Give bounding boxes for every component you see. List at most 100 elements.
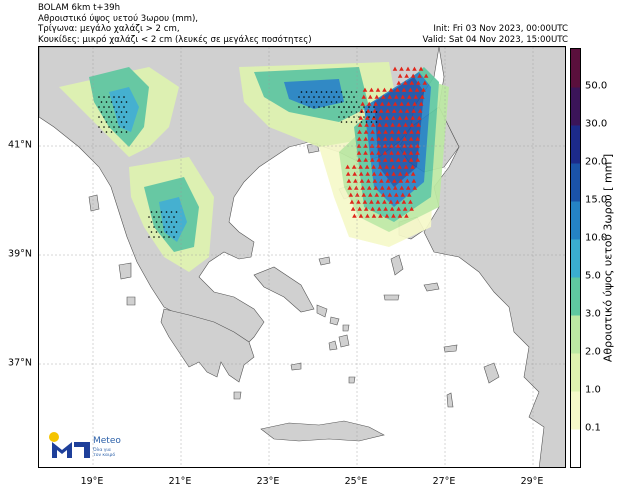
hail-small-dot: [103, 126, 105, 128]
hail-large-triangle: [359, 108, 364, 113]
hail-large-triangle: [415, 143, 420, 148]
hail-small-dot: [373, 116, 375, 118]
hail-large-triangle: [415, 136, 420, 141]
hail-large-triangle: [399, 185, 405, 190]
hail-large-triangle: [383, 129, 388, 134]
hail-large-triangle: [365, 115, 370, 120]
xtick-27e: 27°E: [432, 476, 456, 487]
hail-large-triangle: [404, 73, 409, 78]
hail-large-triangle: [423, 73, 429, 78]
colorbar: [570, 48, 581, 468]
hail-large-triangle: [384, 213, 390, 218]
hail-small-dot: [98, 96, 100, 98]
hail-small-dot: [373, 106, 375, 108]
hail-small-dot: [350, 111, 353, 113]
hail-large-triangle: [376, 157, 382, 162]
hail-large-triangle: [390, 164, 396, 169]
colorbar-level-label: 30.0: [585, 118, 608, 130]
hail-small-dot: [173, 226, 175, 228]
hail-small-dot: [360, 121, 363, 123]
hail-small-dot: [160, 231, 163, 233]
hail-large-triangle: [408, 199, 413, 204]
hail-large-triangle: [363, 129, 369, 134]
hail-small-dot: [115, 111, 118, 113]
hail-large-triangle: [391, 171, 396, 176]
hail-large-triangle: [408, 87, 413, 92]
hail-large-triangle: [382, 143, 388, 148]
hail-small-dot: [123, 106, 125, 108]
hail-large-triangle: [356, 150, 362, 155]
hail-small-dot: [110, 101, 113, 103]
euboea: [253, 266, 315, 313]
hail-large-triangle: [415, 157, 421, 162]
hail-large-triangle: [371, 171, 377, 176]
hail-small-dot: [173, 216, 175, 218]
hail-large-triangle: [396, 206, 401, 211]
hail-small-dot: [305, 101, 308, 103]
hail-large-triangle: [409, 206, 414, 211]
hail-large-triangle: [377, 164, 383, 169]
hail-small-dot: [318, 96, 320, 98]
hail-small-dot: [113, 116, 115, 118]
hail-large-triangle: [401, 199, 407, 204]
milos: [290, 362, 302, 371]
hail-large-triangle: [378, 108, 384, 113]
hail-small-dot: [330, 91, 333, 93]
hail-small-dot: [365, 111, 368, 113]
hail-small-dot: [175, 231, 178, 233]
hail-small-dot: [320, 91, 323, 93]
hail-small-dot: [303, 106, 305, 108]
colorbar-swatch: [571, 125, 580, 164]
hail-large-triangle: [409, 80, 415, 85]
hail-small-dot: [125, 111, 128, 113]
hail-large-triangle: [395, 143, 401, 148]
hail-large-triangle: [367, 192, 373, 197]
hail-large-triangle: [398, 178, 404, 183]
hail-small-dot: [365, 121, 368, 123]
hail-large-triangle: [402, 80, 408, 85]
peloponnese: [160, 308, 255, 383]
hail-large-triangle: [347, 185, 353, 190]
hail-small-dot: [170, 211, 173, 213]
hail-large-triangle: [356, 199, 361, 204]
hail-large-triangle: [356, 136, 362, 141]
hail-large-triangle: [388, 199, 394, 204]
mykonos: [342, 324, 350, 332]
title-model: BOLAM 6km t+39h: [38, 3, 121, 13]
hail-large-triangle: [362, 87, 368, 92]
hail-small-dot: [345, 111, 348, 113]
hail-small-dot: [370, 121, 373, 123]
logo-name: Meteo: [93, 436, 121, 446]
hail-small-dot: [98, 116, 100, 118]
hail-large-triangle: [373, 101, 378, 106]
hail-small-dot: [165, 211, 168, 213]
hail-large-triangle: [393, 192, 399, 197]
valid-time: Valid: Sat 04 Nov 2023, 15:00UTC: [422, 34, 568, 45]
hail-large-triangle: [386, 185, 392, 190]
hail-large-triangle: [380, 94, 386, 99]
hail-small-dot: [325, 91, 328, 93]
hail-large-triangle: [376, 206, 382, 211]
colorbar-level-label: 20.0: [585, 156, 608, 168]
hail-small-dot: [100, 111, 103, 113]
kythira: [233, 391, 242, 400]
hail-large-triangle: [392, 185, 398, 190]
hail-small-dot: [100, 131, 103, 133]
colorbar-swatch: [571, 239, 580, 278]
hail-small-dot: [310, 101, 313, 103]
hail-large-triangle: [379, 101, 385, 106]
hail-small-dot: [350, 91, 353, 93]
hail-small-dot: [370, 111, 373, 113]
title-quantity: Αθροιστικό ύψος υετού 3ωρου (mm),: [38, 13, 199, 24]
precip-w-dark: [159, 197, 187, 242]
hail-small-dot: [108, 106, 110, 108]
hail-large-triangle: [404, 171, 409, 176]
hail-small-dot: [160, 211, 163, 213]
hail-small-dot: [108, 126, 110, 128]
meteo-logo-icon: [49, 432, 90, 458]
hail-small-dot: [103, 96, 105, 98]
ytick-37n: 37°N: [8, 357, 32, 369]
hail-small-dot: [348, 116, 350, 118]
hail-small-dot: [328, 106, 330, 108]
hail-large-triangle: [392, 178, 397, 183]
